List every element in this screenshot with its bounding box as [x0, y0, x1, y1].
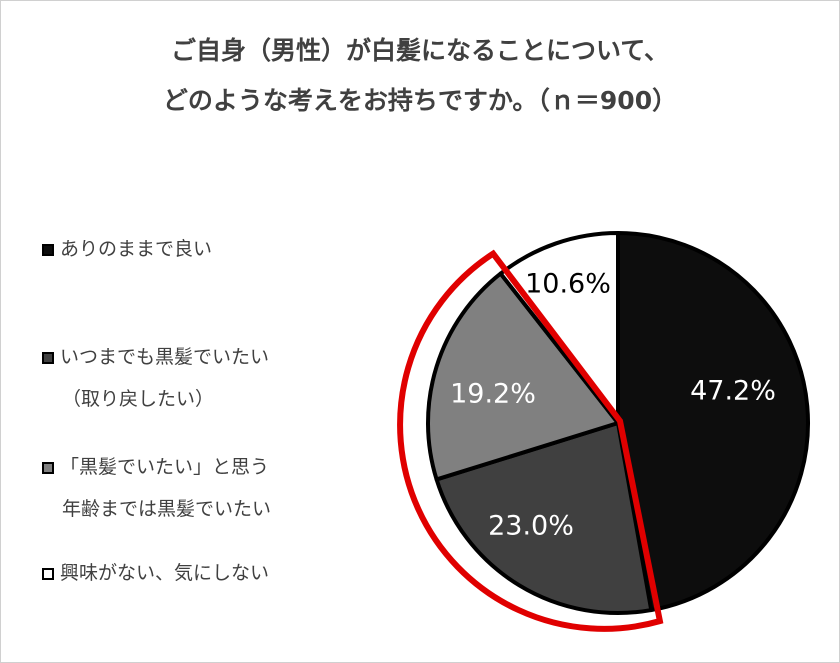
legend-label: いつまでも黒髪でいたい [60, 346, 270, 368]
pie-slice [426, 271, 620, 482]
legend-label: ありのままで良い [60, 238, 213, 260]
legend-line: 興味がない、気にしない [42, 552, 269, 594]
legend-line: いつまでも黒髪でいたい [42, 336, 269, 378]
legend-label-continued: （取り戻したい） [62, 388, 215, 410]
chart-title-line-2: どのような考えをお持ちですか。（ｎ＝900） [162, 86, 678, 115]
legend-item-as-is: ありのままで良い [42, 228, 212, 270]
legend-label: 「黒髪でいたい」と思う [60, 456, 270, 478]
slice-label: 47.2% [690, 376, 776, 407]
highlight-outline [397, 249, 664, 632]
slice-label: 10.6% [525, 269, 611, 300]
legend-item-always-black: いつまでも黒髪でいたい （取り戻したい） [42, 336, 269, 420]
pie-slice [616, 231, 810, 613]
legend-label: 興味がない、気にしない [60, 562, 270, 584]
legend-swatch [42, 352, 54, 364]
legend-label-continued: 年齢までは黒髪でいたい [62, 498, 272, 520]
pie-slice [434, 421, 654, 615]
legend-item-until-age: 「黒髪でいたい」と思う 年齢までは黒髪でいたい [42, 446, 271, 530]
chart-title-line-1: ご自身（男性）が白髪になることについて、 [170, 36, 669, 65]
legend-item-not-interested: 興味がない、気にしない [42, 552, 269, 594]
chart-title: ご自身（男性）が白髪になることについて、 どのような考えをお持ちですか。（ｎ＝9… [0, 26, 840, 126]
pie-labels: 47.2% 23.0% 19.2% 10.6% [450, 269, 776, 542]
slice-label: 23.0% [488, 511, 574, 542]
legend-swatch [42, 462, 54, 474]
legend-swatch [42, 568, 54, 580]
slice-label: 19.2% [450, 379, 536, 410]
legend-line: ありのままで良い [42, 228, 212, 270]
legend-swatch [42, 244, 54, 256]
legend-line: 「黒髪でいたい」と思う [42, 446, 271, 488]
